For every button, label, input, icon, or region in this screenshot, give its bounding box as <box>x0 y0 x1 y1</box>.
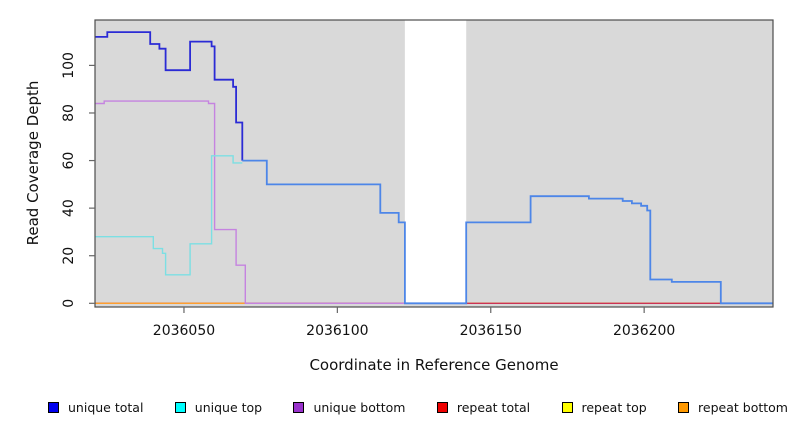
legend-label: unique top <box>194 399 263 415</box>
legend-swatch-icon <box>561 401 573 413</box>
series-line-unique-total <box>242 159 773 305</box>
plot-box-border <box>94 19 774 308</box>
legend-label: repeat total <box>456 399 531 415</box>
series-line-unique-top <box>95 155 243 276</box>
y-tick-label: 20 <box>61 247 77 265</box>
legend-label: repeat top <box>581 399 647 415</box>
legend-swatch-icon <box>436 401 448 413</box>
legend-swatch-icon <box>678 401 690 413</box>
series-line-unique-total <box>95 31 244 161</box>
y-tick-label: 40 <box>61 199 77 217</box>
x-axis-title: Coordinate in Reference Genome <box>309 356 559 374</box>
masked-region <box>404 20 467 304</box>
legend-label: repeat bottom <box>698 399 788 415</box>
series-line-unique-bottom <box>95 100 405 304</box>
x-tick-label: 2036200 <box>613 323 675 339</box>
legend-item-unique-total: unique total <box>48 400 143 415</box>
legend-item-repeat-total: repeat total <box>436 399 531 415</box>
legend-item-repeat-bottom: repeat bottom <box>678 400 788 415</box>
legend: unique total unique top unique bottom repea… <box>48 396 788 418</box>
x-tick-label: 2036150 <box>460 323 522 339</box>
legend-swatch-icon <box>293 401 305 413</box>
legend-item-unique-top: unique top <box>174 399 263 415</box>
legend-label: unique total <box>68 399 144 415</box>
legend-swatch-icon <box>174 401 186 413</box>
legend-item-unique-bottom: unique bottom <box>293 399 406 415</box>
y-axis-title: Read Coverage Depth <box>24 80 42 246</box>
x-tick-label: 2036100 <box>306 323 368 339</box>
x-tick-label: 2036050 <box>153 323 215 339</box>
y-tick-label: 60 <box>61 152 77 170</box>
legend-label: unique bottom <box>313 399 406 415</box>
y-tick-label: 100 <box>61 52 77 79</box>
y-tick-label: 0 <box>61 299 77 308</box>
y-tick-label: 80 <box>61 104 77 122</box>
legend-swatch-icon <box>48 401 59 413</box>
legend-item-repeat-top: repeat top <box>561 399 647 415</box>
